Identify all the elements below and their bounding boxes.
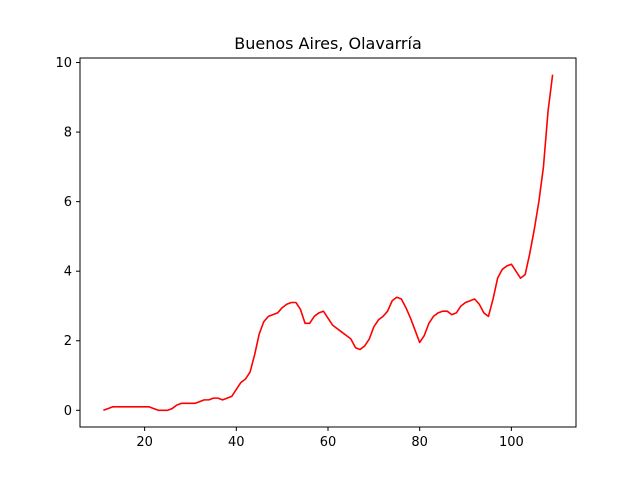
y-tick-label: 6 — [64, 195, 72, 210]
chart-title: Buenos Aires, Olavarría — [234, 34, 422, 53]
x-tick-label: 20 — [136, 435, 153, 450]
y-tick-label: 4 — [64, 265, 72, 280]
series-line-0 — [103, 75, 552, 411]
x-tick-label: 40 — [228, 435, 245, 450]
y-tick-label: 0 — [64, 404, 72, 419]
y-tick-label: 8 — [64, 126, 72, 141]
y-tick-label: 2 — [64, 334, 72, 349]
plot-area — [103, 75, 552, 411]
axes-frame — [80, 58, 576, 427]
y-tick-label: 10 — [55, 56, 72, 71]
x-tick-label: 100 — [499, 435, 524, 450]
x-tick-label: 60 — [320, 435, 337, 450]
x-tick-label: 80 — [411, 435, 428, 450]
